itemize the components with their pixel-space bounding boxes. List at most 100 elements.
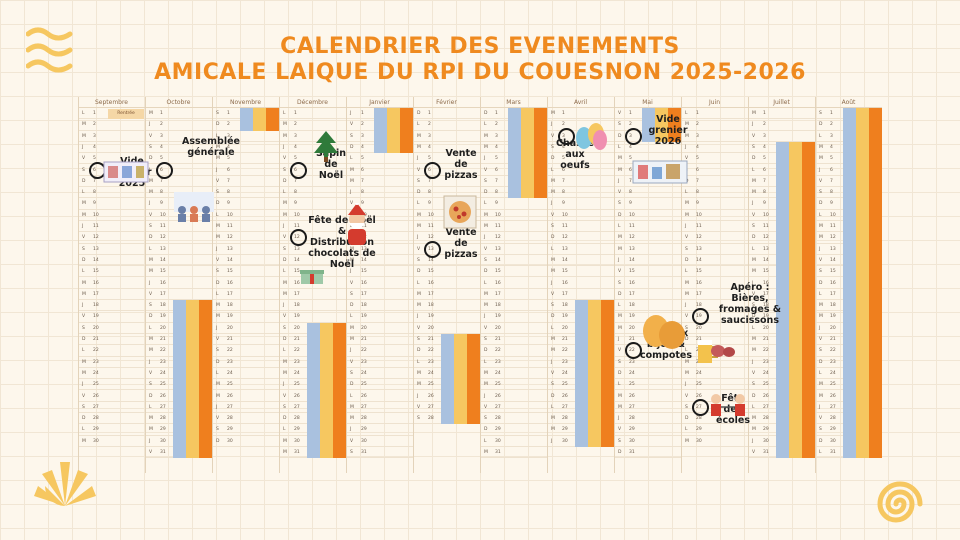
weekday-letter: J [551, 438, 553, 444]
day-number: 27 [160, 404, 166, 410]
day-row: J 14 [614, 255, 681, 267]
weekday-letter: L [350, 393, 353, 399]
day-row: V 17 [145, 289, 212, 301]
weekday-letter: V [149, 212, 153, 218]
day-number: 23 [294, 359, 300, 365]
day-number: 21 [93, 337, 99, 342]
weekday-letter: M [484, 382, 488, 388]
day-number: 25 [361, 382, 367, 388]
weekday-letter: D [618, 450, 622, 455]
weekday-letter: D [350, 382, 354, 388]
weekday-letter: D [618, 133, 622, 139]
day-number: 29 [495, 427, 501, 433]
day-number: 18 [428, 303, 434, 309]
day-number: 17 [227, 291, 233, 297]
day-number: 11 [227, 224, 233, 229]
vacation-band-blue [843, 108, 856, 459]
weekday-letter: J [484, 156, 486, 162]
day-number: 31 [160, 450, 166, 455]
weekday-letter: L [819, 133, 822, 139]
day-row: M 18 [212, 300, 279, 312]
day-number: 13 [361, 246, 367, 252]
day-number: 16 [160, 280, 166, 286]
day-number: 2 [227, 122, 230, 128]
day-number: 28 [160, 416, 166, 422]
madeleine-icon [640, 313, 688, 353]
day-number: 18 [830, 303, 836, 309]
day-number: 10 [495, 212, 501, 218]
weekday-letter: M [618, 404, 622, 410]
month-header: Mars [480, 97, 547, 108]
day-number: 18 [294, 303, 300, 309]
day-number: 7 [294, 178, 297, 184]
santa-icon [340, 201, 374, 253]
day-number: 10 [562, 212, 568, 218]
weekday-letter: D [551, 156, 555, 162]
day-number: 26 [160, 393, 166, 399]
weekday-letter: M [551, 337, 555, 342]
weekday-letter: S [819, 269, 822, 275]
weekday-letter: V [149, 133, 153, 139]
weekday-letter: M [417, 212, 421, 218]
weekday-letter: D [417, 348, 421, 354]
weekday-letter: D [819, 280, 823, 286]
day-row: L 25 [614, 379, 681, 391]
weekday-letter: M [551, 269, 555, 275]
day-row: D 10 [614, 210, 681, 221]
day-row: D 31 [614, 447, 681, 459]
weekday-letter: V [283, 235, 287, 241]
day-number: 13 [160, 246, 166, 252]
day-row: M 27 [614, 402, 681, 414]
day-number: 12 [428, 235, 434, 241]
event-day-marker [290, 161, 307, 179]
day-row: D 21 [681, 334, 748, 346]
month-header: Juin [681, 97, 748, 108]
weekday-letter: J [618, 337, 620, 342]
day-row: M 23 [78, 357, 145, 368]
day-number: 14 [93, 257, 99, 263]
weekday-letter: D [283, 416, 287, 422]
weekday-letter: L [484, 438, 487, 444]
weekday-letter: M [82, 291, 86, 297]
day-number: 15 [830, 269, 836, 275]
day-number: 16 [227, 280, 233, 286]
weekday-letter: M [283, 450, 287, 455]
day-number: 30 [227, 438, 233, 444]
day-number: 20 [227, 325, 233, 331]
day-number: 13 [294, 246, 300, 252]
day-number: 10 [629, 212, 635, 218]
day-number: 18 [696, 303, 702, 309]
month-column-12: Août S 1 D 2 L 3 M 4 M 5 J 6 V 7 S 8 D 9 L 10 M 11 M 12 J 13 V 14 S 15… [815, 97, 882, 473]
day-number: 20 [361, 325, 367, 331]
weekday-letter: S [149, 224, 152, 229]
day-number: 10 [294, 212, 300, 218]
weekday-letter: S [685, 246, 688, 252]
day-row: M 27 [346, 402, 413, 414]
day-row: V 19 [279, 311, 346, 323]
day-number: 31 [495, 450, 501, 455]
weekday-letter: V [685, 393, 689, 399]
day-row: S 31 [346, 447, 413, 459]
day-row: J 20 [212, 323, 279, 334]
day-number: 8 [696, 190, 699, 196]
day-row: D 22 [480, 345, 547, 357]
day-number: 30 [763, 438, 769, 444]
weekday-letter: S [350, 370, 353, 376]
weekday-letter: M [350, 178, 354, 184]
event-day-marker [424, 240, 441, 258]
day-number: 29 [696, 427, 702, 433]
day-row: S 15 [212, 266, 279, 278]
weekday-letter: J [417, 393, 419, 399]
day-number: 4 [160, 144, 163, 150]
page-subtitle: AMICALE LAIQUE DU RPI DU COUESNON 2025-2… [154, 60, 806, 85]
day-number: 9 [495, 201, 498, 207]
day-number: 27 [361, 404, 367, 410]
weekday-letter: S [283, 404, 286, 410]
weekday-letter: M [685, 438, 689, 444]
day-row: M 17 [480, 289, 547, 301]
day-row: M 16 [681, 278, 748, 289]
weekday-letter: J [82, 303, 84, 309]
